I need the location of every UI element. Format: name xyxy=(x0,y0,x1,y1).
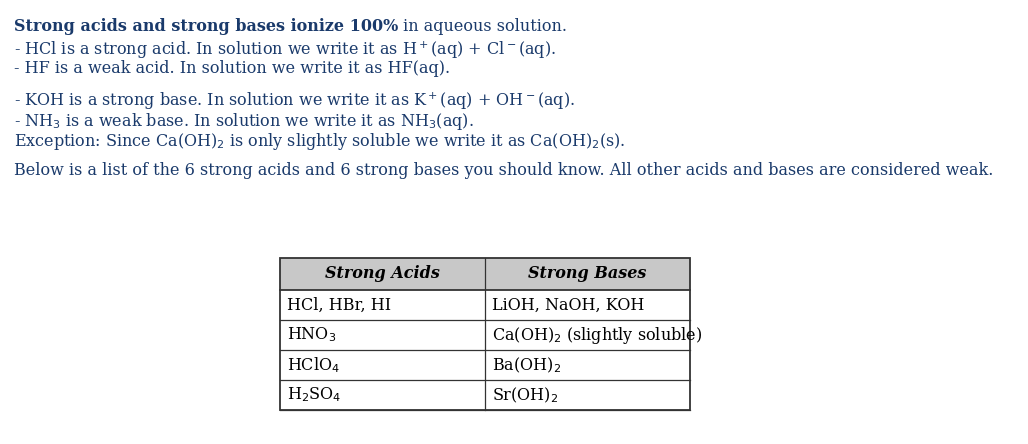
Text: HNO$_3$: HNO$_3$ xyxy=(287,325,336,345)
Text: Exception: Since Ca(OH)$_2$ is only slightly soluble we write it as Ca(OH)$_2$(s: Exception: Since Ca(OH)$_2$ is only slig… xyxy=(14,131,625,152)
Text: - NH$_3$ is a weak base. In solution we write it as NH$_3$(aq).: - NH$_3$ is a weak base. In solution we … xyxy=(14,111,474,132)
Text: Ca(OH)$_2$ (slightly soluble): Ca(OH)$_2$ (slightly soluble) xyxy=(492,325,702,345)
Bar xyxy=(280,258,690,290)
Text: - HCl is a strong acid. In solution we write it as H$^+$(aq) + Cl$^-$(aq).: - HCl is a strong acid. In solution we w… xyxy=(14,40,556,61)
Text: Ba(OH)$_2$: Ba(OH)$_2$ xyxy=(492,355,561,375)
Text: HCl, HBr, HI: HCl, HBr, HI xyxy=(287,297,391,313)
Text: Strong Bases: Strong Bases xyxy=(528,266,647,282)
Text: Strong acids and strong bases ionize 100%: Strong acids and strong bases ionize 100… xyxy=(14,18,398,35)
Text: Sr(OH)$_2$: Sr(OH)$_2$ xyxy=(492,385,558,404)
Text: in aqueous solution.: in aqueous solution. xyxy=(398,18,567,35)
Text: - KOH is a strong base. In solution we write it as K$^+$(aq) + OH$^-$(aq).: - KOH is a strong base. In solution we w… xyxy=(14,91,575,112)
Text: Below is a list of the 6 strong acids and 6 strong bases you should know. All ot: Below is a list of the 6 strong acids an… xyxy=(14,162,993,179)
Text: H$_2$SO$_4$: H$_2$SO$_4$ xyxy=(287,386,341,404)
Text: - HF is a weak acid. In solution we write it as HF(aq).: - HF is a weak acid. In solution we writ… xyxy=(14,60,450,77)
Bar xyxy=(280,258,690,410)
Text: LiOH, NaOH, KOH: LiOH, NaOH, KOH xyxy=(492,297,645,313)
Text: HClO$_4$: HClO$_4$ xyxy=(287,355,340,375)
Text: Strong Acids: Strong Acids xyxy=(325,266,440,282)
